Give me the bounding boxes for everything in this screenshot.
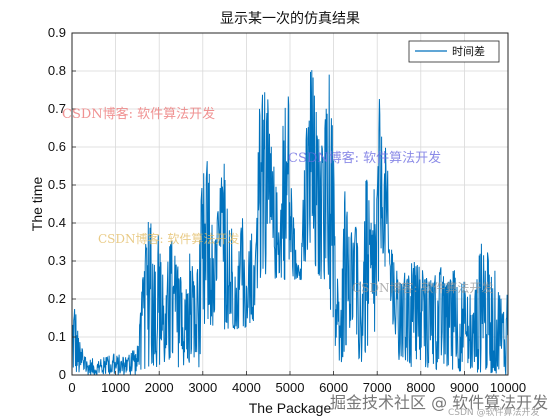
y-tick-label: 0	[59, 367, 66, 382]
y-tick-label: 0.6	[48, 139, 66, 154]
y-axis-ticks: 0 0.1 0.2 0.3 0.4 0.5 0.6 0.7 0.8 0.9	[48, 25, 76, 382]
watermark-text: CSDN博客: 软件算法开发	[352, 281, 494, 295]
series-line-时间差	[71, 70, 509, 376]
plot-area	[71, 70, 509, 376]
x-tick-label: 5000	[276, 380, 305, 395]
y-tick-label: 0.5	[48, 177, 66, 192]
legend-label: 时间差	[452, 44, 485, 58]
watermark-text: CSDN博客: 软件算法开发	[98, 232, 240, 246]
x-tick-label: 9000	[450, 380, 479, 395]
x-tick-label: 1000	[101, 380, 130, 395]
y-tick-label: 0.8	[48, 63, 66, 78]
x-axis-label: The Package	[249, 400, 332, 416]
site-watermark: 掘金技术社区 @ 软件算法开发	[330, 393, 549, 412]
x-tick-label: 0	[68, 380, 75, 395]
y-axis-label: The time	[29, 177, 45, 232]
y-tick-label: 0.2	[48, 291, 66, 306]
watermark-text: CSDN博客: 软件算法开发	[288, 151, 442, 166]
csdn-watermark: CSDN @软件算法开发	[448, 408, 540, 418]
x-axis-ticks: 0 1000 2000 3000 4000 5000 6000 7000 8000 9000 100…	[68, 371, 526, 395]
y-tick-label: 0.1	[48, 329, 66, 344]
y-tick-label: 0.4	[48, 215, 66, 230]
chart-title: 显示某一次的仿真结果	[220, 11, 360, 27]
x-tick-label: 3000	[188, 380, 217, 395]
y-tick-label: 0.7	[48, 101, 66, 116]
legend-box	[408, 40, 500, 63]
x-tick-label: 7000	[363, 380, 392, 395]
watermark-text: CSDN博客: 软件算法开发	[62, 107, 216, 122]
x-tick-label: 10000	[490, 380, 526, 395]
x-tick-label: 6000	[319, 380, 348, 395]
legend: 时间差	[408, 40, 500, 63]
y-tick-label: 0.9	[48, 25, 66, 40]
x-tick-label: 4000	[232, 380, 261, 395]
x-tick-label: 2000	[145, 380, 174, 395]
x-tick-label: 8000	[406, 380, 435, 395]
y-tick-label: 0.3	[48, 253, 66, 268]
